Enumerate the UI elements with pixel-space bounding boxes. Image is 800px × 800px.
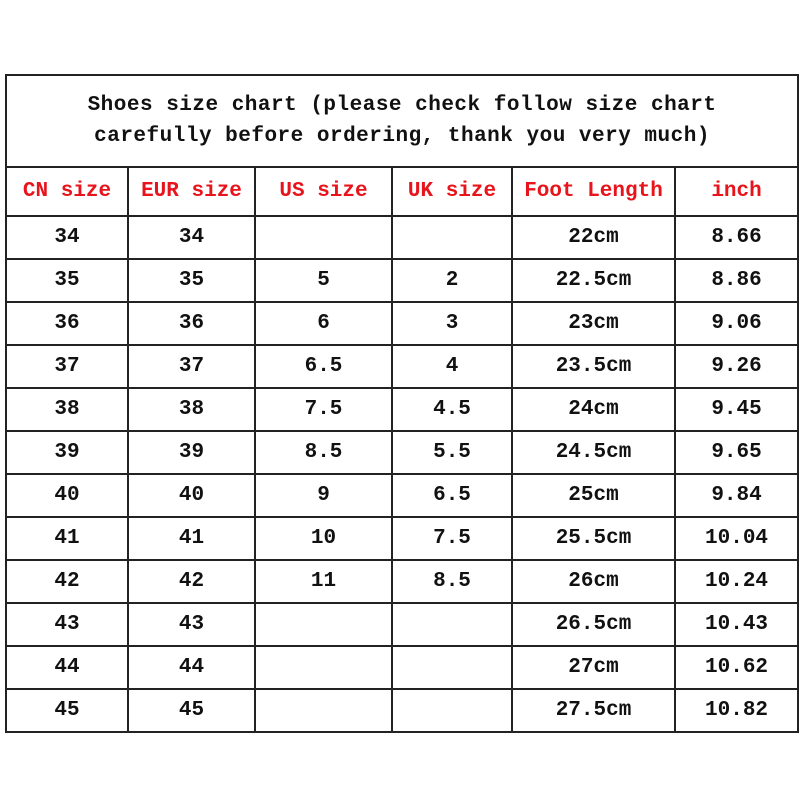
- table-cell: 37: [5, 344, 129, 389]
- table-cell: 26.5cm: [511, 602, 676, 647]
- column-header: Foot Length: [511, 166, 676, 217]
- table-row: 34 34 22cm 8.66: [5, 215, 800, 260]
- table-cell: 9.84: [673, 473, 800, 518]
- table-cell: 35: [5, 258, 129, 303]
- table-cell: [254, 688, 393, 733]
- table-cell: 42: [5, 559, 129, 604]
- table-cell: 8.86: [673, 258, 800, 303]
- table-cell: 9.65: [673, 430, 800, 475]
- table-cell: 36: [127, 301, 256, 346]
- table-cell: 41: [5, 516, 129, 561]
- table-cell: 39: [5, 430, 129, 475]
- table-cell: 8.5: [254, 430, 393, 475]
- table-cell: 2: [391, 258, 513, 303]
- table-cell: 44: [127, 645, 256, 690]
- table-cell: 25cm: [511, 473, 676, 518]
- table-cell: 7.5: [254, 387, 393, 432]
- table-cell: 5: [254, 258, 393, 303]
- table-cell: 10.04: [673, 516, 800, 561]
- table-cell: 38: [5, 387, 129, 432]
- table-cell: 24cm: [511, 387, 676, 432]
- table-cell: 38: [127, 387, 256, 432]
- table-cell: 9: [254, 473, 393, 518]
- table-cell: 42: [127, 559, 256, 604]
- table-cell: 25.5cm: [511, 516, 676, 561]
- table-cell: 6.5: [254, 344, 393, 389]
- table-row: 39 39 8.5 5.5 24.5cm 9.65: [5, 430, 800, 475]
- header-row: CN size EUR size US size UK size Foot Length…: [5, 166, 800, 217]
- table-row: 38 38 7.5 4.5 24cm 9.45: [5, 387, 800, 432]
- table-cell: 24.5cm: [511, 430, 676, 475]
- table-cell: 37: [127, 344, 256, 389]
- table-cell: 10: [254, 516, 393, 561]
- table-cell: 6.5: [391, 473, 513, 518]
- table-cell: 4: [391, 344, 513, 389]
- table-cell: 5.5: [391, 430, 513, 475]
- table-cell: 9.26: [673, 344, 800, 389]
- table-row: 35 35 5 2 22.5cm 8.86: [5, 258, 800, 303]
- table-cell: 10.82: [673, 688, 800, 733]
- table-cell: 45: [5, 688, 129, 733]
- table-cell: 26cm: [511, 559, 676, 604]
- table-cell: 34: [5, 215, 129, 260]
- table-row: 40 40 9 6.5 25cm 9.84: [5, 473, 800, 518]
- table-cell: [254, 645, 393, 690]
- table-row: 45 45 27.5cm 10.82: [5, 688, 800, 733]
- table-cell: [254, 215, 393, 260]
- table-row: 44 44 27cm 10.62: [5, 645, 800, 690]
- table-cell: 39: [127, 430, 256, 475]
- table-cell: 9.06: [673, 301, 800, 346]
- table-cell: [391, 688, 513, 733]
- table-cell: 36: [5, 301, 129, 346]
- table-row: 36 36 6 3 23cm 9.06: [5, 301, 800, 346]
- table-cell: 27cm: [511, 645, 676, 690]
- table-row: 41 41 10 7.5 25.5cm 10.04: [5, 516, 800, 561]
- table-cell: [254, 602, 393, 647]
- table-cell: [391, 215, 513, 260]
- table-cell: [391, 645, 513, 690]
- table-cell: 8.5: [391, 559, 513, 604]
- table-cell: 43: [5, 602, 129, 647]
- column-header: UK size: [391, 166, 513, 217]
- table-cell: 22cm: [511, 215, 676, 260]
- column-header: inch: [673, 166, 800, 217]
- table-cell: 23.5cm: [511, 344, 676, 389]
- table-cell: 45: [127, 688, 256, 733]
- table-cell: 11: [254, 559, 393, 604]
- table-cell: 40: [5, 473, 129, 518]
- table-cell: 41: [127, 516, 256, 561]
- table-cell: 23cm: [511, 301, 676, 346]
- table-cell: 4.5: [391, 387, 513, 432]
- table-cell: 9.45: [673, 387, 800, 432]
- table-cell: 3: [391, 301, 513, 346]
- table-cell: 6: [254, 301, 393, 346]
- table-cell: 27.5cm: [511, 688, 676, 733]
- table-cell: 10.24: [673, 559, 800, 604]
- chart-title: Shoes size chart (please check follow si…: [4, 74, 800, 168]
- table-cell: 7.5: [391, 516, 513, 561]
- title-row: Shoes size chart (please check follow si…: [4, 74, 800, 168]
- table-cell: 10.62: [673, 645, 800, 690]
- table-row: 37 37 6.5 4 23.5cm 9.26: [5, 344, 800, 389]
- table-cell: 22.5cm: [511, 258, 676, 303]
- column-header: US size: [254, 166, 393, 217]
- size-chart-table: Shoes size chart (please check follow si…: [4, 74, 800, 733]
- table-cell: 43: [127, 602, 256, 647]
- table-cell: 34: [127, 215, 256, 260]
- column-header: EUR size: [127, 166, 256, 217]
- title-line-2: carefully before ordering, thank you ver…: [94, 125, 710, 148]
- table-cell: 10.43: [673, 602, 800, 647]
- table-row: 43 43 26.5cm 10.43: [5, 602, 800, 647]
- table-cell: 44: [5, 645, 129, 690]
- title-line-1: Shoes size chart (please check follow si…: [87, 94, 717, 117]
- table-cell: [391, 602, 513, 647]
- table-cell: 40: [127, 473, 256, 518]
- table-cell: 35: [127, 258, 256, 303]
- column-header: CN size: [5, 166, 129, 217]
- table-row: 42 42 11 8.5 26cm 10.24: [5, 559, 800, 604]
- table-cell: 8.66: [673, 215, 800, 260]
